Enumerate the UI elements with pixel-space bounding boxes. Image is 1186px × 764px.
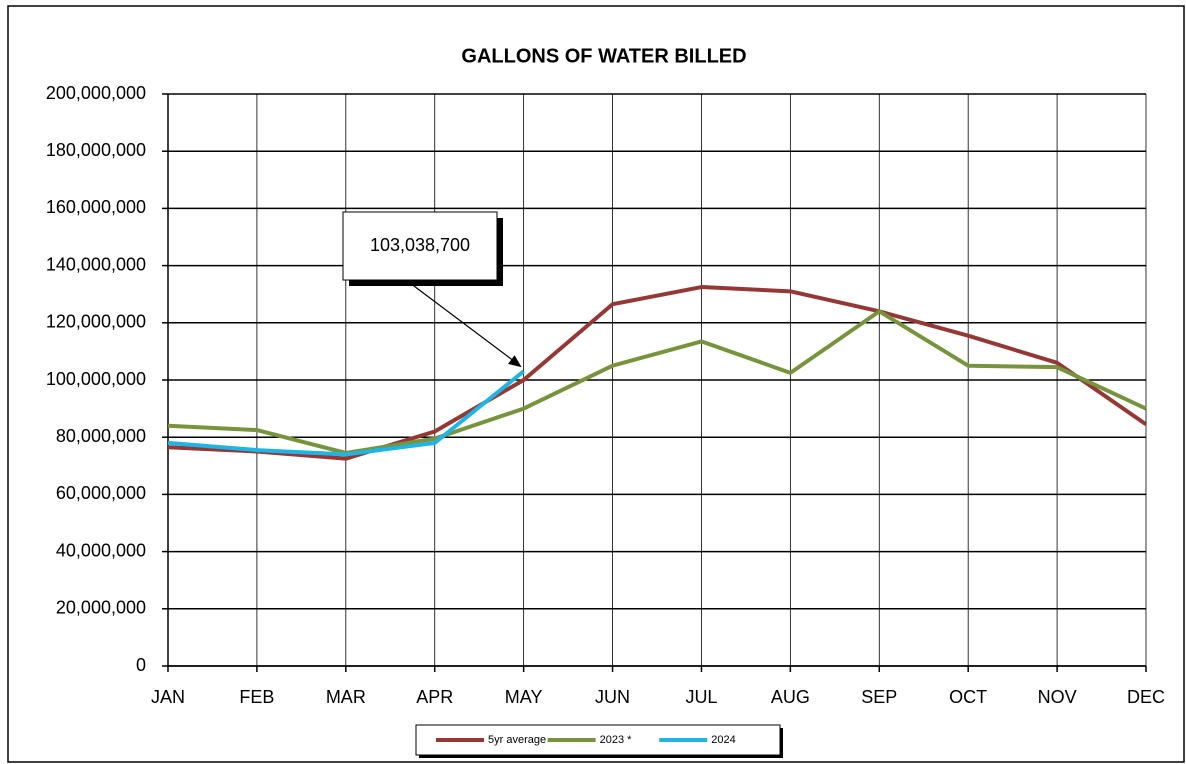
y-tick-label: 20,000,000 (56, 598, 146, 618)
x-tick-label: JUN (595, 687, 630, 707)
legend-label: 2024 (711, 734, 735, 746)
x-tick-label: MAY (505, 687, 543, 707)
x-tick-label: DEC (1127, 687, 1165, 707)
series-line (167, 369, 525, 457)
y-tick-label: 100,000,000 (46, 369, 146, 389)
x-tick-label: FEB (239, 687, 274, 707)
y-tick-label: 140,000,000 (46, 254, 146, 274)
x-tick-label: SEP (861, 687, 897, 707)
x-tick-label: APR (416, 687, 453, 707)
y-tick-label: 40,000,000 (56, 540, 146, 560)
y-tick-label: 120,000,000 (46, 312, 146, 332)
y-tick-label: 80,000,000 (56, 426, 146, 446)
legend-label: 5yr average (488, 734, 546, 746)
legend-label: 2023 * (600, 734, 633, 746)
y-tick-label: 200,000,000 (46, 83, 146, 103)
annotation-arrowhead (508, 355, 522, 368)
x-tick-label: OCT (949, 687, 987, 707)
x-tick-label: MAR (326, 687, 366, 707)
x-tick-label: JAN (151, 687, 185, 707)
x-tick-label: JUL (685, 687, 717, 707)
annotation-box (342, 211, 498, 281)
x-tick-label: AUG (771, 687, 810, 707)
chart-title: GALLONS OF WATER BILLED (461, 45, 746, 67)
annotation-arrow (409, 282, 520, 366)
y-tick-label: 0 (136, 655, 146, 675)
series-line (167, 309, 1147, 455)
x-tick-label: NOV (1038, 687, 1077, 707)
y-tick-label: 60,000,000 (56, 483, 146, 503)
chart-border (7, 5, 1185, 763)
data-label: 103,038,700 (370, 235, 470, 255)
y-tick-label: 180,000,000 (46, 140, 146, 160)
series-line (167, 285, 1148, 461)
y-tick-label: 160,000,000 (46, 197, 146, 217)
